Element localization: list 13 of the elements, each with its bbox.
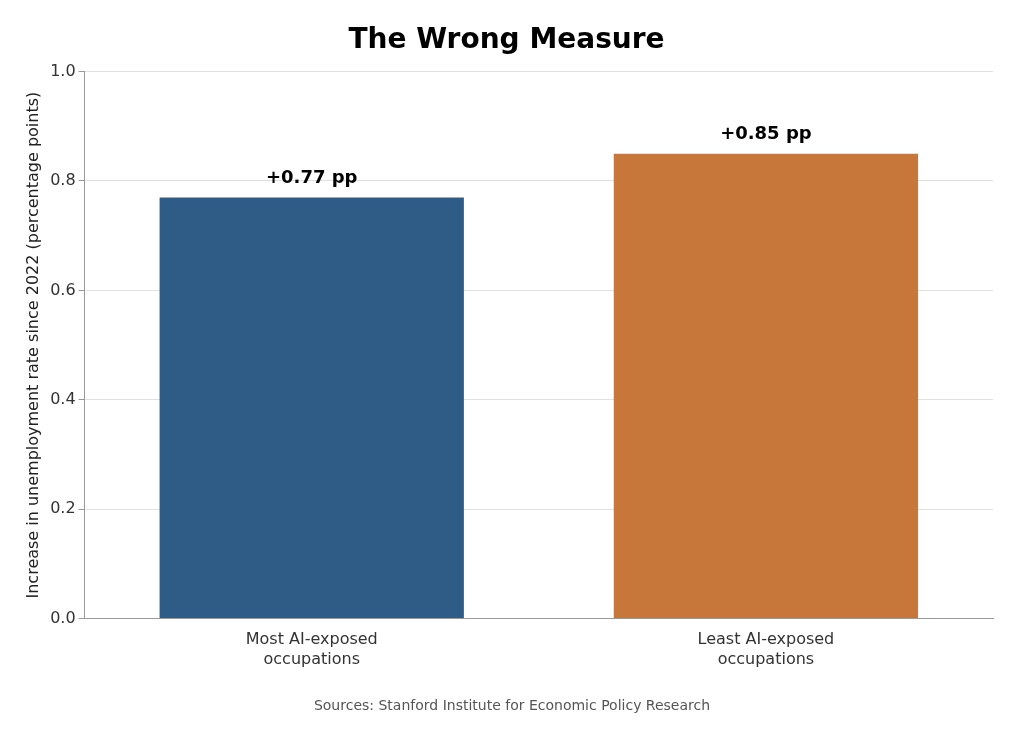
y-tick-label: 0.0 <box>50 607 76 627</box>
data-label: +0.77 pp <box>265 166 358 188</box>
y-tick-label: 0.4 <box>50 388 76 408</box>
source-note: Sources: Stanford Institute for Economic Policy Research <box>313 696 711 713</box>
y-tick-label: 1.0 <box>50 60 76 80</box>
chart-title: The Wrong Measure <box>348 22 665 56</box>
data-label: +0.85 pp <box>720 122 812 144</box>
x-tick-label: Most AI-exposed occupations <box>245 629 378 668</box>
y-tick-label: 0.2 <box>50 498 76 518</box>
y-tick-label: 0.6 <box>50 279 76 299</box>
y-tick-label: 0.8 <box>50 170 76 190</box>
y-axis-title: Increase in unemployment rate since 2022 (percentage points) <box>22 91 42 599</box>
x-tick-label: Least AI-exposed occupations <box>697 629 835 668</box>
